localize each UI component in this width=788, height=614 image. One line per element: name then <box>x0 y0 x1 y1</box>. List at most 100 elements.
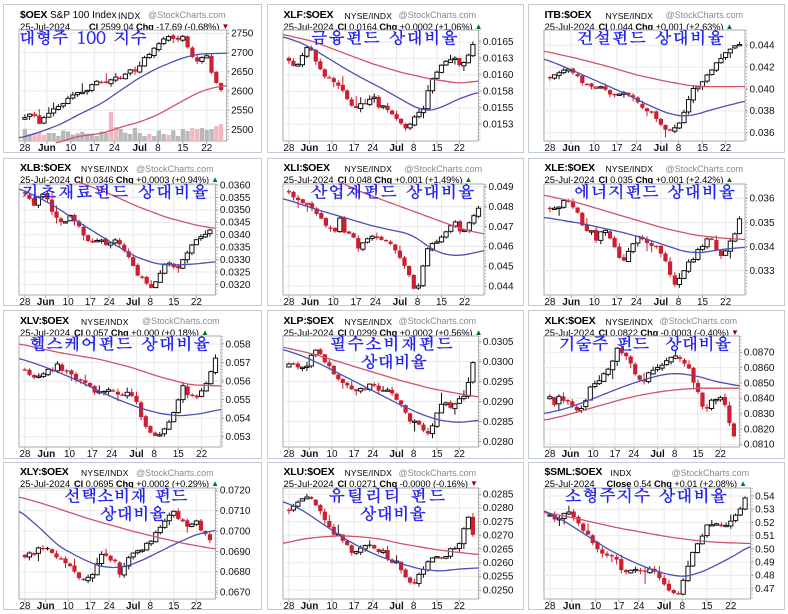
svg-text:28: 28 <box>283 143 295 154</box>
svg-text:15: 15 <box>696 297 708 308</box>
svg-text:0.047: 0.047 <box>488 221 513 232</box>
svg-text:0.034: 0.034 <box>749 241 774 252</box>
svg-text:15: 15 <box>173 449 185 460</box>
svg-text:Jun: Jun <box>562 143 580 154</box>
svg-text:15: 15 <box>168 297 180 308</box>
svg-text:0.058: 0.058 <box>226 339 251 350</box>
svg-text:15: 15 <box>431 143 443 154</box>
svg-text:0.0280: 0.0280 <box>482 503 513 514</box>
svg-text:0.0345: 0.0345 <box>220 217 251 228</box>
svg-text:0.057: 0.057 <box>226 358 251 369</box>
svg-text:17: 17 <box>609 449 621 460</box>
svg-text:0.0290: 0.0290 <box>482 397 513 408</box>
svg-text:0.036: 0.036 <box>749 193 774 204</box>
svg-text:24: 24 <box>628 449 640 460</box>
svg-text:0.0285: 0.0285 <box>482 417 513 428</box>
svg-text:17: 17 <box>348 449 360 460</box>
svg-text:0.0285: 0.0285 <box>482 489 513 500</box>
svg-text:2650: 2650 <box>231 67 254 78</box>
svg-text:Jul: Jul <box>132 143 147 154</box>
svg-text:0.046: 0.046 <box>488 241 513 252</box>
svg-text:0.040: 0.040 <box>749 84 774 95</box>
svg-text:0.0700: 0.0700 <box>220 526 251 537</box>
svg-text:8: 8 <box>155 143 161 154</box>
svg-text:0.0850: 0.0850 <box>743 378 774 389</box>
svg-text:22: 22 <box>459 297 471 308</box>
svg-text:8: 8 <box>151 449 157 460</box>
svg-text:24: 24 <box>369 297 381 308</box>
svg-text:15: 15 <box>692 449 704 460</box>
svg-text:28: 28 <box>544 143 556 154</box>
svg-text:2700: 2700 <box>231 48 254 59</box>
svg-text:17: 17 <box>350 297 362 308</box>
svg-text:0.0305: 0.0305 <box>482 337 513 348</box>
svg-text:0.056: 0.056 <box>226 376 251 387</box>
svg-text:10: 10 <box>326 449 338 460</box>
svg-text:15: 15 <box>431 601 443 612</box>
svg-text:22: 22 <box>196 449 208 460</box>
svg-text:0.51: 0.51 <box>755 531 775 542</box>
svg-text:0.0840: 0.0840 <box>743 394 774 405</box>
svg-text:8: 8 <box>148 297 154 308</box>
svg-text:0.0260: 0.0260 <box>482 558 513 569</box>
svg-text:0.048: 0.048 <box>488 201 513 212</box>
svg-text:0.0160: 0.0160 <box>482 70 513 81</box>
svg-text:28: 28 <box>283 449 295 460</box>
svg-text:8: 8 <box>671 449 677 460</box>
svg-text:2550: 2550 <box>231 106 254 117</box>
svg-text:15: 15 <box>696 143 708 154</box>
svg-text:0.0710: 0.0710 <box>220 505 251 516</box>
svg-text:22: 22 <box>725 601 737 612</box>
svg-text:17: 17 <box>613 601 625 612</box>
svg-text:22: 22 <box>453 449 465 460</box>
svg-text:22: 22 <box>201 143 213 154</box>
svg-text:0.0153: 0.0153 <box>482 120 513 131</box>
svg-text:22: 22 <box>191 601 203 612</box>
svg-text:28: 28 <box>544 601 556 612</box>
svg-text:0.044: 0.044 <box>488 281 513 292</box>
svg-text:17: 17 <box>611 297 623 308</box>
svg-text:28: 28 <box>19 143 31 154</box>
svg-text:28: 28 <box>544 449 556 460</box>
svg-text:Jul: Jul <box>392 297 407 308</box>
svg-text:0.035: 0.035 <box>749 217 774 228</box>
svg-text:0.47: 0.47 <box>755 584 775 595</box>
svg-text:15: 15 <box>435 297 447 308</box>
svg-text:0.0325: 0.0325 <box>220 267 251 278</box>
svg-text:24: 24 <box>106 449 118 460</box>
svg-text:8: 8 <box>410 449 416 460</box>
svg-text:0.0255: 0.0255 <box>482 571 513 582</box>
svg-text:0.0163: 0.0163 <box>482 54 513 65</box>
svg-text:17: 17 <box>85 601 97 612</box>
svg-text:Jun: Jun <box>37 449 55 460</box>
svg-text:22: 22 <box>720 297 732 308</box>
svg-text:8: 8 <box>675 297 681 308</box>
svg-text:0.0155: 0.0155 <box>482 103 513 114</box>
svg-text:24: 24 <box>633 601 645 612</box>
svg-text:0.0275: 0.0275 <box>482 516 513 527</box>
svg-text:Jul: Jul <box>126 297 141 308</box>
svg-text:17: 17 <box>85 297 97 308</box>
svg-text:28: 28 <box>19 449 31 460</box>
svg-text:Jun: Jun <box>562 601 580 612</box>
svg-text:8: 8 <box>410 143 416 154</box>
svg-text:0.0165: 0.0165 <box>482 37 513 48</box>
svg-text:0.0250: 0.0250 <box>482 585 513 596</box>
svg-text:10: 10 <box>65 143 77 154</box>
svg-text:0.0280: 0.0280 <box>482 437 513 448</box>
svg-text:24: 24 <box>367 449 379 460</box>
svg-text:15: 15 <box>701 601 713 612</box>
svg-text:0.0810: 0.0810 <box>743 440 774 451</box>
svg-text:0.0820: 0.0820 <box>743 424 774 435</box>
svg-text:24: 24 <box>104 297 116 308</box>
svg-text:Jun: Jun <box>300 143 318 154</box>
svg-text:Jul: Jul <box>650 449 665 460</box>
svg-text:0.50: 0.50 <box>755 544 775 555</box>
svg-text:17: 17 <box>348 143 360 154</box>
svg-text:28: 28 <box>283 601 295 612</box>
svg-text:28: 28 <box>19 601 31 612</box>
svg-text:10: 10 <box>326 601 338 612</box>
svg-text:0.0680: 0.0680 <box>220 567 251 578</box>
svg-text:0.0860: 0.0860 <box>743 363 774 374</box>
svg-text:10: 10 <box>588 143 600 154</box>
